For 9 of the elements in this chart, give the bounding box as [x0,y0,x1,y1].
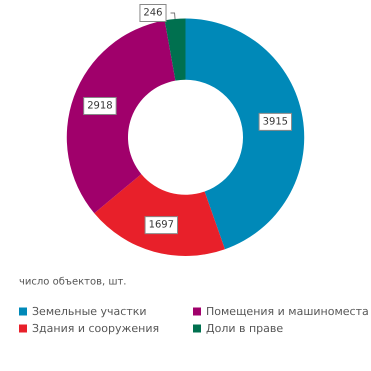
data-label: 1697 [148,220,174,231]
legend-label: Здания и сооружения [32,322,160,335]
legend-label: Доли в праве [206,322,284,335]
text: число объектов, шт. [19,276,126,288]
data-label: 246 [143,8,163,19]
legend-label: Помещения и машиноместа [206,305,369,318]
legend-label: Земельные участки [32,305,147,318]
data-label: 2918 [87,100,113,112]
data-label: 3915 [262,116,288,128]
